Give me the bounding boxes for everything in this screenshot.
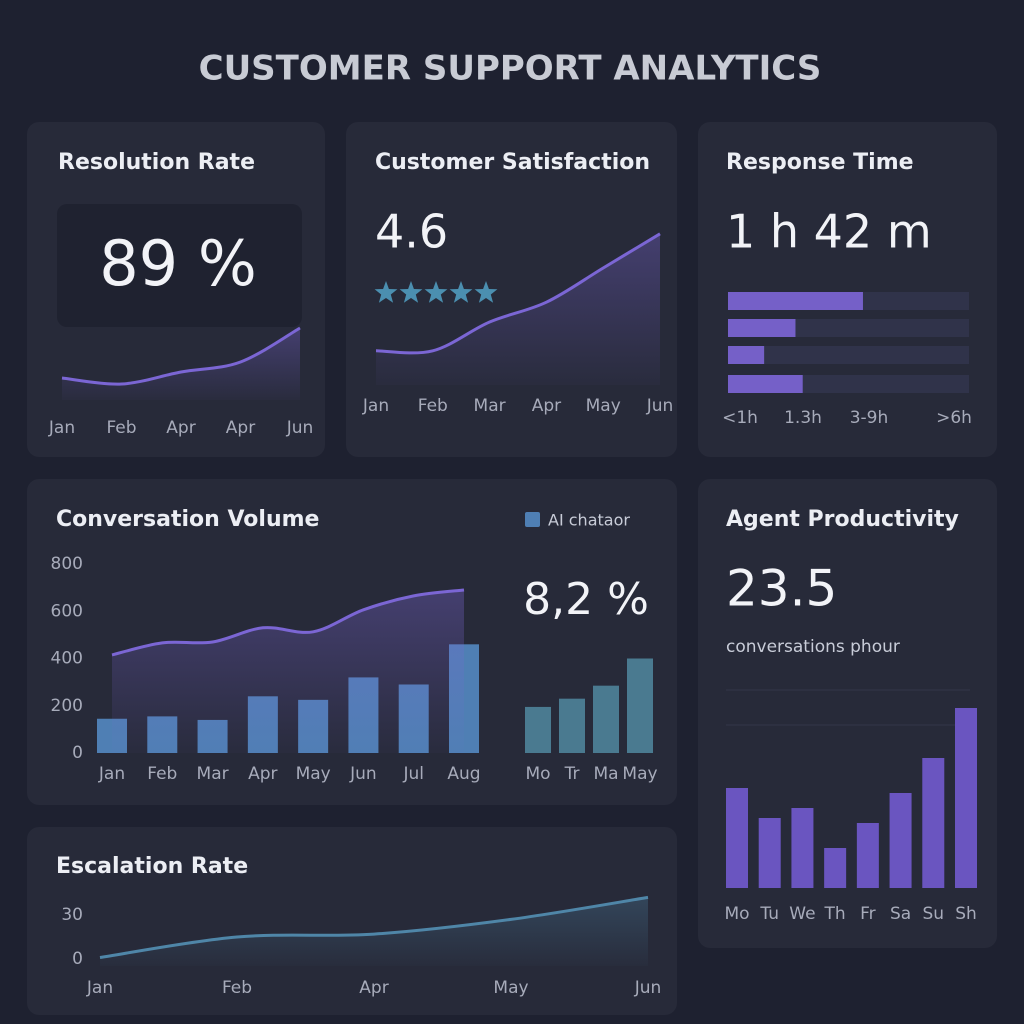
x-tick-label: Apr: [248, 764, 277, 784]
y-tick-label: 30: [61, 905, 83, 925]
category-label: 1.3h: [784, 408, 822, 428]
line: [99, 895, 649, 960]
bar: [728, 346, 765, 364]
panel-title: Response Time: [726, 150, 914, 175]
x-tick-label: Fr: [860, 904, 876, 924]
bar: [627, 658, 653, 753]
y-tick-label: 200: [51, 696, 83, 716]
bar: [728, 375, 803, 393]
bar: [593, 685, 619, 753]
category-label: <1h: [722, 408, 758, 428]
x-tick-label: Jun: [349, 764, 377, 784]
rating-star: [374, 281, 398, 303]
bar: [726, 788, 748, 888]
bar: [955, 708, 977, 888]
x-tick-label: Feb: [222, 978, 252, 998]
x-tick-label: Sh: [955, 904, 977, 924]
x-tick-label: Su: [922, 904, 944, 924]
x-tick-label: May: [296, 764, 331, 784]
x-tick-label: Apr: [359, 978, 388, 998]
x-tick-label: Apr: [226, 418, 255, 438]
y-tick-label: 0: [72, 949, 83, 969]
rating-star: [449, 281, 473, 303]
category-label: 3-9h: [850, 408, 889, 428]
bar: [525, 706, 551, 753]
dashboard-title: CUSTOMER SUPPORT ANALYTICS: [199, 49, 822, 89]
panel-title: Customer Satisfaction: [375, 150, 650, 175]
x-tick-label: Mo: [724, 904, 749, 924]
x-tick-label: Jun: [634, 978, 662, 998]
y-tick-label: 600: [51, 601, 83, 621]
x-tick-label: Feb: [147, 764, 177, 784]
x-tick-label: Feb: [418, 396, 448, 416]
x-tick-label: We: [789, 904, 815, 924]
panel-title: Resolution Rate: [58, 150, 255, 175]
bar-track: [728, 346, 969, 364]
y-tick-label: 800: [51, 554, 83, 574]
x-tick-label: Mo: [525, 764, 550, 784]
x-tick-label: Jan: [86, 978, 113, 998]
x-tick-label: Aug: [447, 764, 480, 784]
panel-title: Conversation Volume: [56, 507, 319, 532]
y-tick-label: 0: [72, 743, 83, 763]
line: [375, 232, 661, 355]
x-tick-label: May: [586, 396, 621, 416]
x-tick-label: Mar: [474, 396, 506, 416]
x-tick-label: Jul: [402, 764, 424, 784]
x-tick-label: Mar: [197, 764, 229, 784]
bar: [824, 848, 847, 888]
line: [111, 588, 465, 657]
x-tick-label: Jan: [362, 396, 389, 416]
bar: [922, 758, 945, 888]
bar: [791, 808, 814, 888]
panel-title: Escalation Rate: [56, 854, 248, 879]
x-tick-label: Apr: [532, 396, 561, 416]
x-tick-label: May: [493, 978, 528, 998]
kpi-value: 23.5: [726, 560, 837, 618]
rating-star: [399, 281, 423, 303]
bar: [728, 319, 796, 337]
kpi-box: [57, 204, 302, 327]
x-tick-label: Jun: [286, 418, 314, 438]
line: [61, 326, 301, 386]
x-tick-label: Tr: [564, 764, 580, 784]
rating-star: [424, 281, 448, 303]
panel: [27, 827, 677, 1015]
kpi-unit: conversations phour: [726, 637, 900, 657]
x-tick-label: Jan: [98, 764, 125, 784]
area-fill: [376, 233, 660, 385]
x-tick-label: Jan: [48, 418, 75, 438]
x-tick-label: Jun: [646, 396, 674, 416]
area-fill: [100, 897, 648, 966]
bar: [856, 823, 879, 888]
x-tick-label: May: [622, 764, 657, 784]
category-label: >6h: [936, 408, 972, 428]
panel: [698, 122, 997, 457]
x-tick-label: Ma: [593, 764, 618, 784]
rating-star: [474, 281, 498, 303]
x-tick-label: Feb: [106, 418, 136, 438]
bar: [758, 818, 781, 888]
area-fill: [112, 589, 464, 753]
panel-title: Agent Productivity: [726, 507, 959, 532]
bar: [728, 292, 863, 310]
area-fill: [62, 328, 300, 400]
legend-label: AI chataor: [548, 511, 630, 530]
kpi-value: 4.6: [375, 205, 448, 259]
kpi-value: 8,2 %: [523, 574, 649, 625]
x-tick-label: Tu: [759, 904, 779, 924]
y-tick-label: 400: [51, 649, 83, 669]
bar: [889, 793, 912, 888]
legend-swatch: [525, 512, 540, 527]
x-tick-label: Apr: [166, 418, 195, 438]
x-tick-label: Th: [824, 904, 846, 924]
kpi-value: 1 h 42 m: [726, 205, 932, 259]
x-tick-label: Sa: [890, 904, 911, 924]
kpi-value: 89 %: [99, 227, 257, 300]
bar: [559, 698, 585, 753]
